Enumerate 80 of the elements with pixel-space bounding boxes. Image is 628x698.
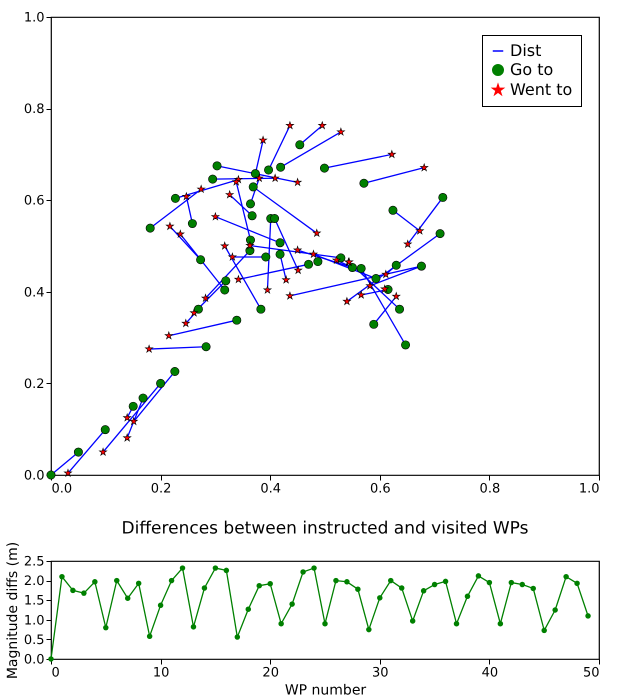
point [256,582,262,588]
point [333,578,339,584]
point [344,579,350,585]
point [552,607,558,613]
point [322,620,328,626]
point [234,634,240,640]
point [278,620,284,626]
point [476,573,482,579]
point [520,582,526,588]
point [464,594,470,600]
point [498,620,504,626]
point [355,586,361,592]
point [146,634,152,639]
y-tick-label: 0.8 [24,102,44,118]
x-tick-label: 0 [52,666,60,680]
x-tick-label: 0.2 [150,482,172,496]
y-tick-label: 2.5 [24,554,44,570]
x-tick-label: 10 [152,666,170,680]
point [70,588,76,594]
y-tick-label: 1.5 [24,594,44,609]
point [585,613,591,619]
y-tick-label: 0.6 [24,194,44,209]
point [168,578,174,584]
y-tick-label: 0.2 [24,376,44,392]
point [267,581,273,586]
x-tick-label: 0.6 [370,482,391,496]
point [398,585,404,591]
x-tick-label: 0.8 [480,482,500,496]
point [442,578,448,584]
point [202,585,208,591]
x-axis-title: WP number [284,682,366,698]
y-axis-title: Magnitude diffs (m) [4,542,21,680]
point [289,601,295,607]
x-tick-label: 0.0 [52,482,72,496]
point [180,565,186,571]
y-tick-label: 1.0 [24,613,44,628]
point [508,580,514,586]
y-tick-label: 0.0 [24,468,44,484]
point [136,580,142,586]
point [410,618,416,624]
point [388,578,394,584]
legend-label: Go to [510,60,554,79]
y-tick-label: 0.5 [24,632,44,648]
point [311,565,317,571]
point [158,602,164,608]
x-tick-label: 40 [482,666,498,680]
x-tick-label: 50 [582,666,600,680]
y-tick-label: 1.0 [24,10,44,26]
point [574,580,580,586]
point [563,574,569,580]
x-tick-label: 20 [262,666,279,680]
chart-title: Differences between instructed and visited WPs [122,518,529,538]
point [530,586,536,592]
point [246,606,252,612]
point [92,579,98,585]
y-tick-label: 2.0 [24,574,44,590]
point [124,596,130,601]
point [81,590,87,596]
point [541,628,547,634]
point [420,588,426,594]
x-tick-label: 0.4 [260,482,282,496]
x-tick-label: 1.0 [578,482,600,496]
y-tick-label: 0.4 [24,285,44,300]
legend-label: Dist [510,41,542,60]
point [366,626,372,632]
point [224,568,230,574]
point [59,574,65,580]
point [48,656,54,662]
x-tick-label: 30 [372,666,389,680]
point [454,620,460,626]
point [300,569,306,575]
point [486,580,492,586]
point [377,595,383,601]
point [432,582,438,588]
point [212,565,218,571]
y-tick-label: 0.0 [24,652,44,668]
point [103,624,109,630]
point [114,578,120,584]
point [190,624,196,630]
legend-label: Went to [510,80,572,99]
